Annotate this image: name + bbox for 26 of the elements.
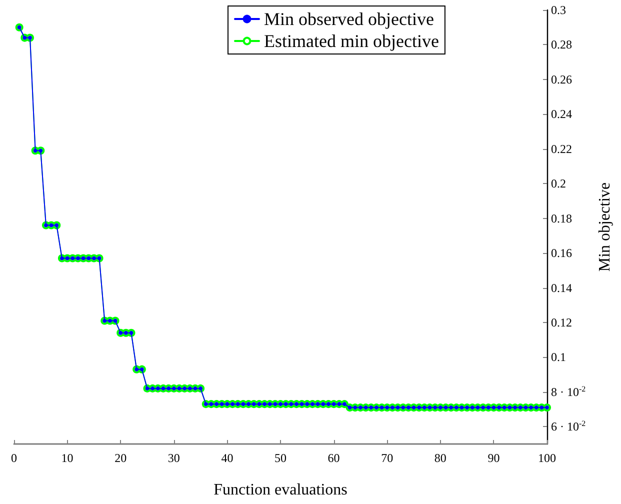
y-tick-label: 0.22: [551, 142, 572, 156]
y-tick-label: 0.26: [551, 72, 572, 86]
x-tick-label: 60: [328, 451, 340, 465]
x-tick-label: 30: [168, 451, 180, 465]
x-tick-label: 70: [381, 451, 394, 465]
y-tick-label: 0.3: [551, 3, 566, 17]
y-axis-title: Min objective: [596, 182, 614, 272]
y-tick-label: 0.2: [551, 176, 566, 191]
y-tick-label: 0.16: [551, 246, 572, 260]
x-tick-label: 50: [274, 451, 286, 465]
x-tick-label: 90: [488, 451, 500, 465]
y-tick-label: 0.18: [551, 211, 572, 226]
y-tick-label: 0.1: [551, 350, 566, 364]
y-tick-label: 0.12: [551, 315, 572, 330]
legend-label: Min observed objective: [264, 9, 434, 29]
y-tick-label: 0.24: [551, 107, 572, 122]
legend-label: Estimated min objective: [264, 31, 439, 51]
y-tick-label: 0.14: [551, 280, 572, 295]
x-tick-label: 80: [434, 451, 446, 465]
y-tick-label: 0.28: [551, 38, 572, 52]
x-tick-label: 40: [221, 451, 234, 465]
x-axis-title: Function evaluations: [214, 482, 348, 498]
x-tick-label: 20: [114, 451, 127, 465]
x-tick-label: 100: [538, 451, 556, 465]
x-tick-label: 0: [11, 451, 17, 465]
x-tick-label: 10: [61, 451, 74, 465]
